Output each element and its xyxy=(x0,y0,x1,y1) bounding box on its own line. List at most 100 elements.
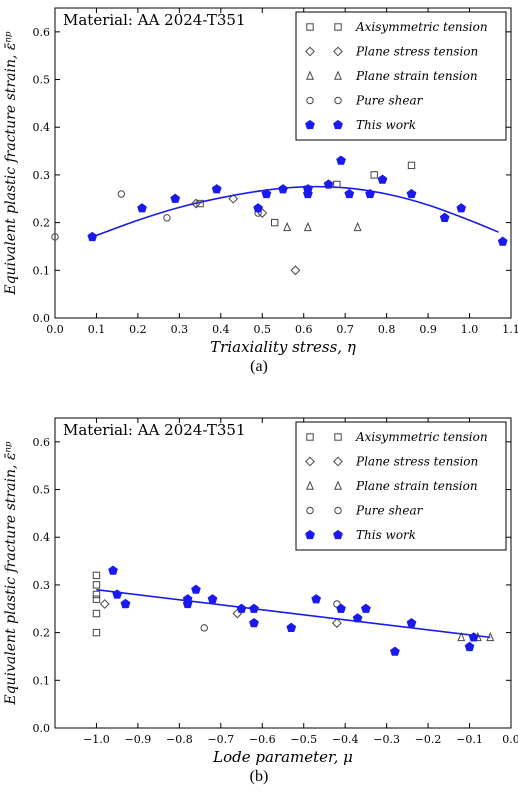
data-point-pentagon xyxy=(464,641,475,652)
legend-marker-triangle xyxy=(334,480,342,490)
legend-entry-label: Pure shear xyxy=(355,504,424,518)
x-tick-label: −0.6 xyxy=(249,733,276,746)
data-point-pentagon xyxy=(108,565,118,575)
data-point-circle xyxy=(117,190,126,198)
data-point-circle xyxy=(51,233,59,241)
y-tick-label: 0.4 xyxy=(33,121,51,134)
data-point-pentagon xyxy=(286,622,297,632)
data-point-pentagon xyxy=(468,632,479,642)
data-point-pentagon xyxy=(344,188,355,199)
data-point-triangle xyxy=(283,221,292,232)
y-tick-label: 0.1 xyxy=(33,674,51,687)
y-tick-label: 0.6 xyxy=(33,26,51,39)
data-point-pentagon xyxy=(261,188,272,199)
legend-marker-circle xyxy=(334,96,342,105)
data-point-diamond xyxy=(331,618,342,628)
x-tick-label: 0.6 xyxy=(295,323,313,336)
chart-panel-a: 0.0 0.1 0.2 0.3 0.4 0.5 0.6 0.7 0.8 0.9 1.0 1.1 0.0 0… xyxy=(3,7,518,356)
data-point-pentagon xyxy=(365,188,375,199)
x-tick-label: 1.0 xyxy=(461,323,479,336)
data-point-pentagon xyxy=(336,155,346,165)
legend-marker-square xyxy=(306,433,314,441)
data-point-pentagon xyxy=(278,184,288,194)
legend-entry-label: Plane strain tension xyxy=(355,69,478,83)
legend-entry-label: Axisymmetric tension xyxy=(355,430,488,444)
data-point-triangle xyxy=(303,221,312,232)
legend-entry-label: Plane stress tension xyxy=(355,455,478,469)
chart-title: Material: AA 2024-T351 xyxy=(63,421,246,439)
x-tick-label: −0.7 xyxy=(207,733,234,746)
legend-entry-label: Plane stress tension xyxy=(355,45,478,59)
y-tick-label: 0.2 xyxy=(33,627,51,640)
x-tick-label: 0.0 xyxy=(502,733,518,746)
legend-marker-square xyxy=(306,23,314,31)
legend-marker-triangle xyxy=(306,480,314,490)
data-point-pentagon xyxy=(236,603,247,613)
x-axis-label: Lode parameter, μ xyxy=(212,748,353,766)
data-point-pentagon xyxy=(361,603,371,613)
data-point-square xyxy=(92,571,101,580)
data-point-triangle xyxy=(353,221,362,232)
data-point-pentagon xyxy=(406,188,417,199)
legend-marker-square xyxy=(334,23,342,31)
data-point-pentagon xyxy=(191,584,201,594)
legend-entry-label: Pure shear xyxy=(355,94,424,108)
data-point-pentagon xyxy=(182,598,193,609)
legend-marker-pentagon xyxy=(305,529,315,540)
legend-marker-diamond xyxy=(333,456,343,467)
x-tick-label: −0.9 xyxy=(125,733,152,746)
data-point-pentagon xyxy=(253,203,263,213)
data-point-pentagon xyxy=(170,193,181,203)
data-point-pentagon xyxy=(497,236,508,246)
x-tick-label: −0.5 xyxy=(290,733,317,746)
data-point-pentagon xyxy=(456,203,467,213)
data-point-pentagon xyxy=(352,613,363,623)
caption-b: (b) xyxy=(249,768,269,785)
y-tick-label: 0.3 xyxy=(33,579,51,592)
y-tick-label: 0.5 xyxy=(33,74,51,87)
data-point-square xyxy=(271,218,279,227)
x-tick-label: −0.3 xyxy=(373,733,400,746)
data-point-pentagon xyxy=(120,598,131,609)
legend-marker-triangle xyxy=(306,70,314,80)
legend-marker-pentagon xyxy=(333,529,343,540)
legend-box xyxy=(295,421,507,551)
x-tick-label: −0.2 xyxy=(415,733,442,746)
legend-marker-diamond xyxy=(333,46,343,57)
data-point-pentagon xyxy=(211,184,222,194)
x-tick-label: 0.3 xyxy=(171,323,189,336)
data-point-pentagon xyxy=(323,179,334,189)
data-point-square xyxy=(92,609,101,618)
data-point-square xyxy=(92,628,101,637)
x-tick-label: −0.8 xyxy=(166,733,193,746)
legend-marker-diamond xyxy=(305,456,315,467)
x-axis-label: Triaxiality stress, η xyxy=(210,338,356,356)
legend-marker-circle xyxy=(306,96,314,105)
x-tick-label: −0.4 xyxy=(332,733,359,746)
legend-entry-label: Axisymmetric tension xyxy=(355,20,488,34)
data-point-pentagon xyxy=(336,603,346,613)
x-tick-label: 0.4 xyxy=(212,323,230,336)
legend-entry-label: Plane strain tension xyxy=(355,479,478,493)
y-tick-label: 0.6 xyxy=(33,436,51,449)
data-point-square xyxy=(196,199,204,208)
data-point-diamond xyxy=(228,193,239,204)
y-tick-label: 0.0 xyxy=(33,312,51,325)
x-tick-label: 0.9 xyxy=(419,323,437,336)
data-point-pentagon xyxy=(137,203,147,213)
x-tick-label: 1.1 xyxy=(502,323,518,336)
data-point-square xyxy=(370,171,378,179)
x-tick-label: −1.0 xyxy=(83,733,110,746)
legend: Axisymmetric tension Plane stress tension… xyxy=(295,421,507,551)
legend-marker-triangle xyxy=(334,70,342,80)
y-tick-label: 0.3 xyxy=(33,169,51,182)
fit-curve xyxy=(96,588,491,639)
y-axis-label: Equivalent plastic fracture strain, ε̄ⁿᵖ xyxy=(3,441,19,706)
plot-area-frame xyxy=(54,7,512,319)
legend-marker-circle xyxy=(334,506,342,515)
x-tick-label: 0.0 xyxy=(46,323,64,336)
data-point-square xyxy=(92,590,101,599)
data-point-pentagon xyxy=(406,617,417,628)
data-point-pentagon xyxy=(207,594,218,604)
